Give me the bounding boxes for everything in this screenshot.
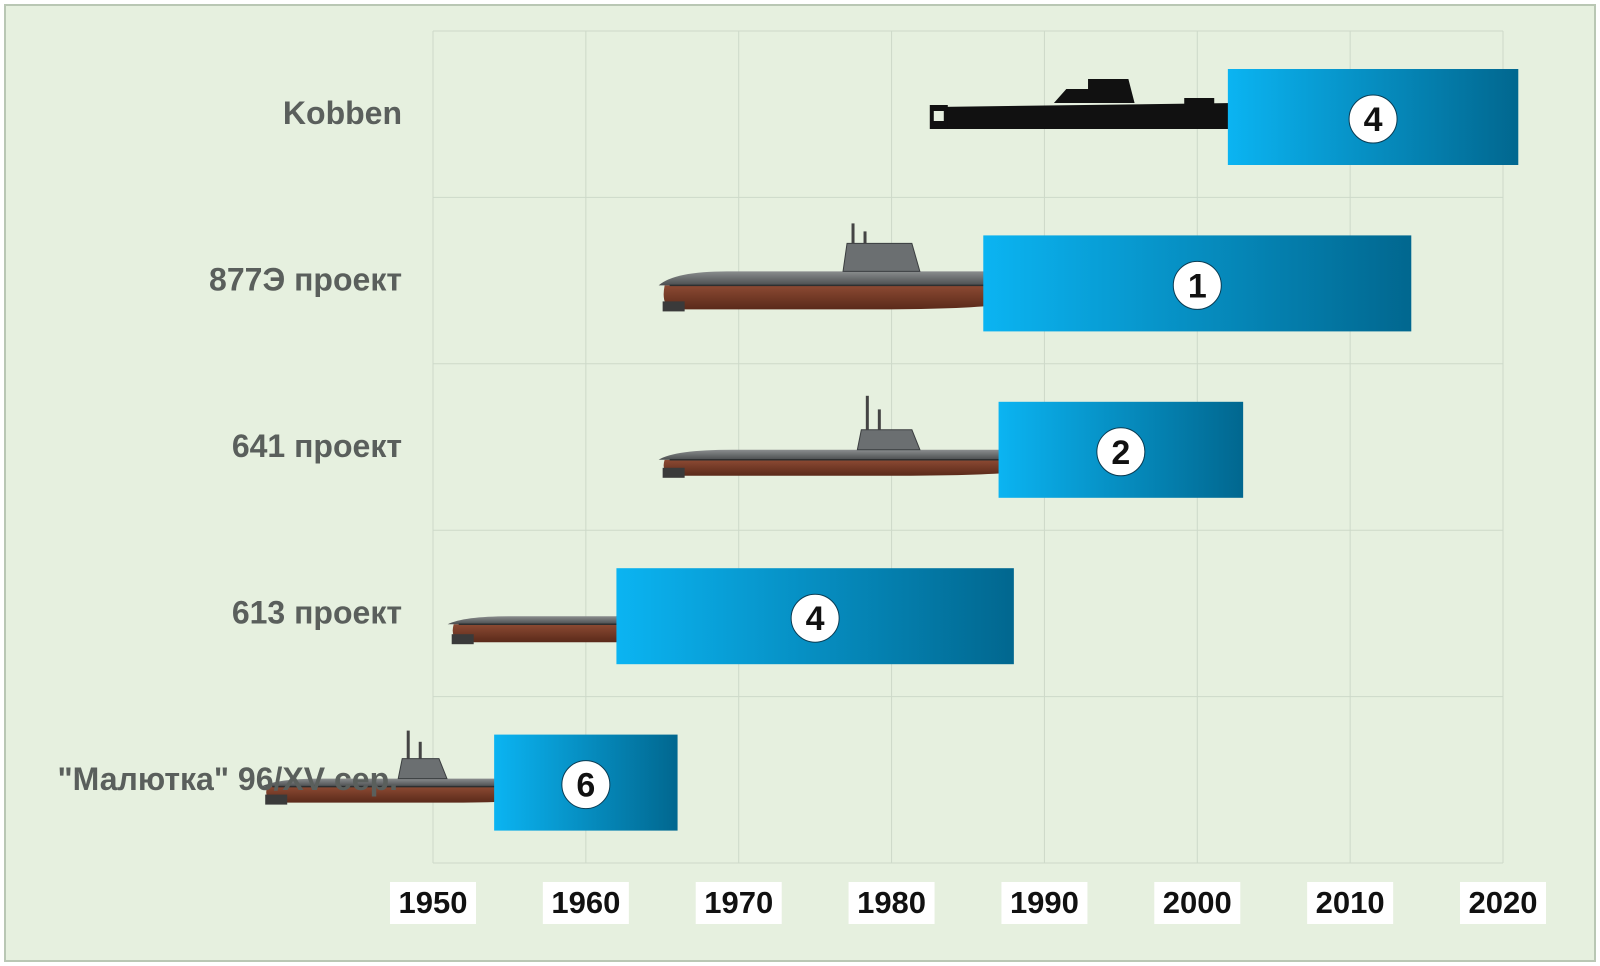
x-tick-box xyxy=(848,882,935,924)
category-label: Kobben xyxy=(283,95,402,131)
bar-value-badge xyxy=(561,760,611,810)
x-tick-box xyxy=(390,882,476,924)
x-tick-label: 1980 xyxy=(857,885,926,920)
bar-value-label: 6 xyxy=(576,767,595,805)
x-tick-box xyxy=(1460,882,1546,924)
bar-value-label: 1 xyxy=(1188,267,1207,305)
submarine-877-icon xyxy=(658,223,1014,312)
x-tick-label: 1950 xyxy=(399,885,468,920)
x-tick-label: 2020 xyxy=(1469,885,1538,920)
submarine-silhouette-icon xyxy=(929,79,1237,129)
bar-value-badge xyxy=(1172,260,1222,310)
bar-value-badge xyxy=(1096,427,1146,477)
x-tick-label: 1990 xyxy=(1010,885,1079,920)
grid-lines xyxy=(432,30,1504,864)
chart-frame: 4 1 2 4 6 Kobben 877Э проект 641 проект 613 про… xyxy=(4,4,1596,962)
bar-value-label: 4 xyxy=(1364,101,1383,139)
category-label-layer: Kobben 877Э проект 641 проект 613 проект "Ма… xyxy=(57,95,402,797)
x-tick-label: 2000 xyxy=(1163,885,1232,920)
bar-value-label: 4 xyxy=(806,600,825,638)
x-tick-label: 1960 xyxy=(551,885,620,920)
x-tick-box xyxy=(1307,882,1394,924)
bar-value-badge xyxy=(790,593,840,643)
x-tick-box xyxy=(1001,882,1088,924)
x-tick-box xyxy=(695,882,782,924)
x-tick-label: 2010 xyxy=(1316,885,1385,920)
x-tick-box xyxy=(1154,882,1241,924)
timeline-chart: 4 1 2 4 6 Kobben 877Э проект 641 проект 613 про… xyxy=(6,6,1594,960)
submarine-m-icon xyxy=(261,730,568,805)
category-label: 877Э проект xyxy=(209,262,402,298)
bar-value-badge xyxy=(1348,94,1398,144)
category-label: 641 проект xyxy=(232,428,402,464)
category-label: "Малютка" 96/XV сер. xyxy=(57,761,398,797)
submarine-641-icon xyxy=(658,395,1042,478)
bar-value-label: 2 xyxy=(1111,434,1130,472)
bar-layer: 4 1 2 4 6 xyxy=(494,69,1519,831)
category-label: 613 проект xyxy=(232,594,402,630)
x-tick-label: 1970 xyxy=(704,885,773,920)
x-tick-box xyxy=(542,882,629,924)
x-axis-tick-layer: 1950 1960 1970 1980 1990 2000 2010 2020 xyxy=(390,882,1546,924)
